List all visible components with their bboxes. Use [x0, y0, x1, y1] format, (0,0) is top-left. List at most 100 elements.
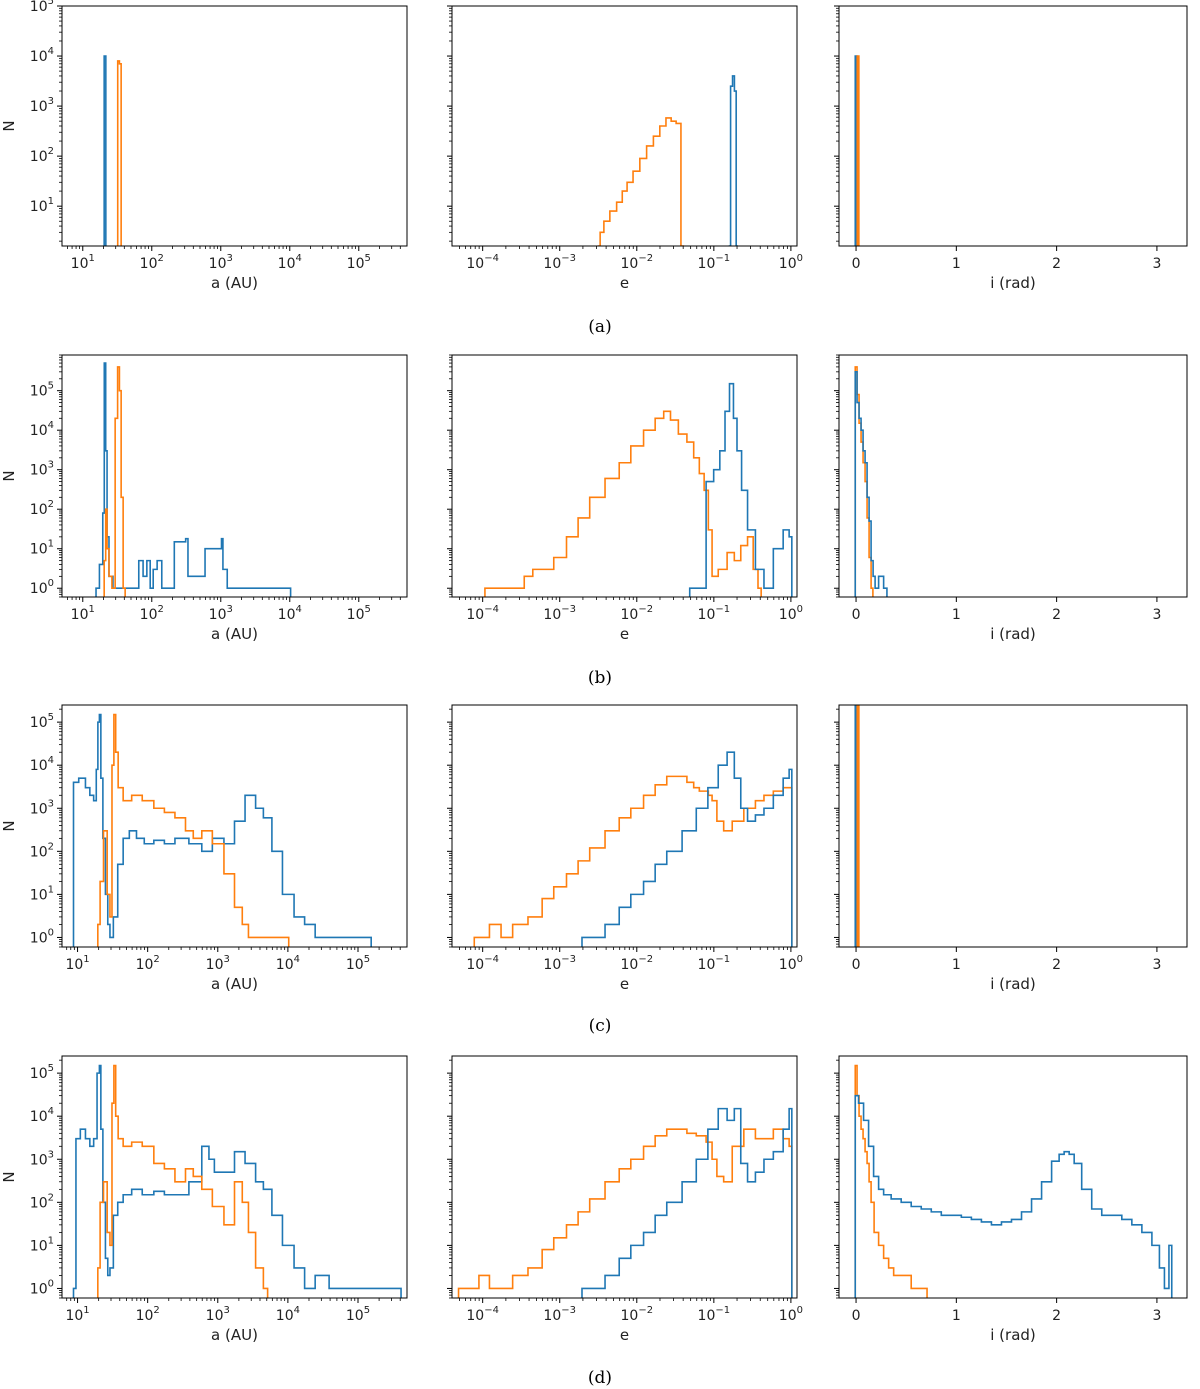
x-axis-label: e [620, 625, 629, 643]
y-tick-label: 105 [30, 381, 54, 400]
x-tick-label: 10−4 [466, 954, 499, 973]
x-tick-label: 1 [952, 957, 961, 973]
y-tick-label: 104 [30, 1106, 54, 1125]
x-tick-label: 104 [278, 253, 302, 272]
x-tick-label: 102 [140, 253, 164, 272]
y-axis-label: N [0, 120, 18, 131]
x-tick-label: 10−1 [698, 604, 731, 623]
x-tick-label: 104 [276, 1305, 300, 1324]
x-tick-label: 3 [1152, 607, 1161, 623]
x-tick-label: 10−1 [698, 253, 731, 272]
x-tick-label: 0 [852, 607, 861, 623]
x-axis-label: a (AU) [211, 975, 258, 993]
x-tick-label: 3 [1152, 1308, 1161, 1324]
x-tick-label: 104 [278, 604, 302, 623]
series-line-1 [103, 55, 107, 246]
x-tick-label: 10−1 [698, 954, 731, 973]
x-axis: 101 102 103 104 105 a (AU) [67, 246, 401, 292]
series-group [854, 366, 888, 597]
series-line-2 [116, 60, 122, 246]
x-tick-label: 10−4 [466, 1305, 499, 1324]
y-axis: 101 102 103 104 105 N [0, 0, 62, 242]
x-tick-label: 105 [346, 1305, 370, 1324]
x-tick-label: 0 [852, 957, 861, 973]
y-tick-label: 101 [30, 1235, 54, 1254]
x-axis: 0 1 2 3 i (rad) [852, 246, 1161, 292]
x-tick-label: 105 [346, 954, 370, 973]
chart-panel-c-1: 101 102 103 104 105 a (AU) 100 101 102 103 104 105 N [0, 704, 408, 993]
series-line-2 [854, 371, 888, 597]
chart-panel-c-2: 10−4 10−3 10−2 10−1 100 e [447, 704, 803, 993]
x-tick-label: 10−2 [620, 604, 653, 623]
y-tick-label: 101 [30, 539, 54, 558]
y-tick-label: 101 [30, 884, 54, 903]
series-group [72, 713, 372, 947]
series-group [484, 382, 793, 597]
chart-panel-a-3: 0 1 2 3 i (rad) [834, 5, 1188, 292]
y-tick-label: 104 [30, 46, 54, 65]
x-tick-label: 10−4 [466, 253, 499, 272]
x-axis-label: a (AU) [211, 625, 258, 643]
x-tick-label: 103 [209, 253, 233, 272]
x-tick-label: 10−2 [620, 1305, 653, 1324]
x-axis-label: i (rad) [990, 1326, 1036, 1344]
series-line-1 [457, 1128, 793, 1298]
x-tick-label: 100 [779, 954, 803, 973]
plot-frame [451, 354, 798, 598]
plot-frame [451, 1055, 798, 1299]
chart-panel-d-2: 10−4 10−3 10−2 10−1 100 e [447, 1055, 803, 1344]
y-tick-label: 103 [30, 96, 54, 115]
x-tick-label: 103 [209, 604, 233, 623]
plot-frame [451, 704, 798, 948]
x-tick-label: 102 [136, 1305, 160, 1324]
series-group [95, 362, 292, 597]
y-axis: 100 101 102 103 104 105 N [0, 708, 62, 948]
series-line-2 [97, 713, 290, 947]
plot-frame [838, 354, 1188, 598]
series-line-1 [854, 366, 874, 597]
chart-panel-b-2: 10−4 10−3 10−2 10−1 100 e [447, 354, 803, 643]
x-tick-label: 103 [206, 1305, 230, 1324]
series-line-1 [473, 775, 793, 947]
y-tick-label: 101 [30, 196, 54, 215]
caption-d: (d) [588, 1368, 612, 1388]
x-tick-label: 2 [1052, 1308, 1061, 1324]
x-tick-label: 1 [952, 256, 961, 272]
x-axis: 10−4 10−3 10−2 10−1 100 e [459, 1298, 803, 1344]
series-group [597, 75, 738, 246]
plot-frame [61, 5, 408, 247]
caption-a: (a) [588, 317, 611, 337]
x-tick-label: 10−2 [620, 954, 653, 973]
y-axis [447, 354, 452, 598]
series-line-2 [688, 382, 793, 597]
y-axis-label: N [0, 470, 18, 481]
y-tick-label: 103 [30, 798, 54, 817]
plot-frame [838, 1055, 1188, 1299]
series-group [854, 55, 860, 246]
x-axis-label: i (rad) [990, 975, 1036, 993]
x-axis: 10−4 10−3 10−2 10−1 100 e [459, 246, 803, 292]
chart-panel-b-1: 101 102 103 104 105 a (AU) 100 101 102 103 104 105 N [0, 354, 408, 643]
y-tick-label: 100 [30, 927, 54, 946]
x-tick-label: 101 [65, 1305, 89, 1324]
series-line-1 [484, 410, 762, 597]
series-line-2 [856, 705, 860, 947]
series-line-1 [597, 117, 685, 246]
plot-frame [838, 5, 1188, 247]
x-axis: 0 1 2 3 i (rad) [852, 1298, 1161, 1344]
x-tick-label: 3 [1152, 957, 1161, 973]
x-axis: 0 1 2 3 i (rad) [852, 947, 1161, 993]
chart-panel-a-1: 101 102 103 104 105 a (AU) 101 102 103 104 105 N [0, 0, 408, 292]
x-axis-label: i (rad) [990, 625, 1036, 643]
x-axis: 101 102 103 104 105 a (AU) [65, 947, 401, 993]
series-group [103, 55, 122, 246]
x-axis-label: e [620, 274, 629, 292]
x-tick-label: 10−1 [698, 1305, 731, 1324]
y-tick-label: 100 [30, 1278, 54, 1297]
y-tick-label: 102 [30, 499, 54, 518]
x-tick-label: 102 [136, 954, 160, 973]
plot-frame [838, 704, 1188, 948]
y-axis-label: N [0, 820, 18, 831]
y-tick-label: 100 [30, 578, 54, 597]
